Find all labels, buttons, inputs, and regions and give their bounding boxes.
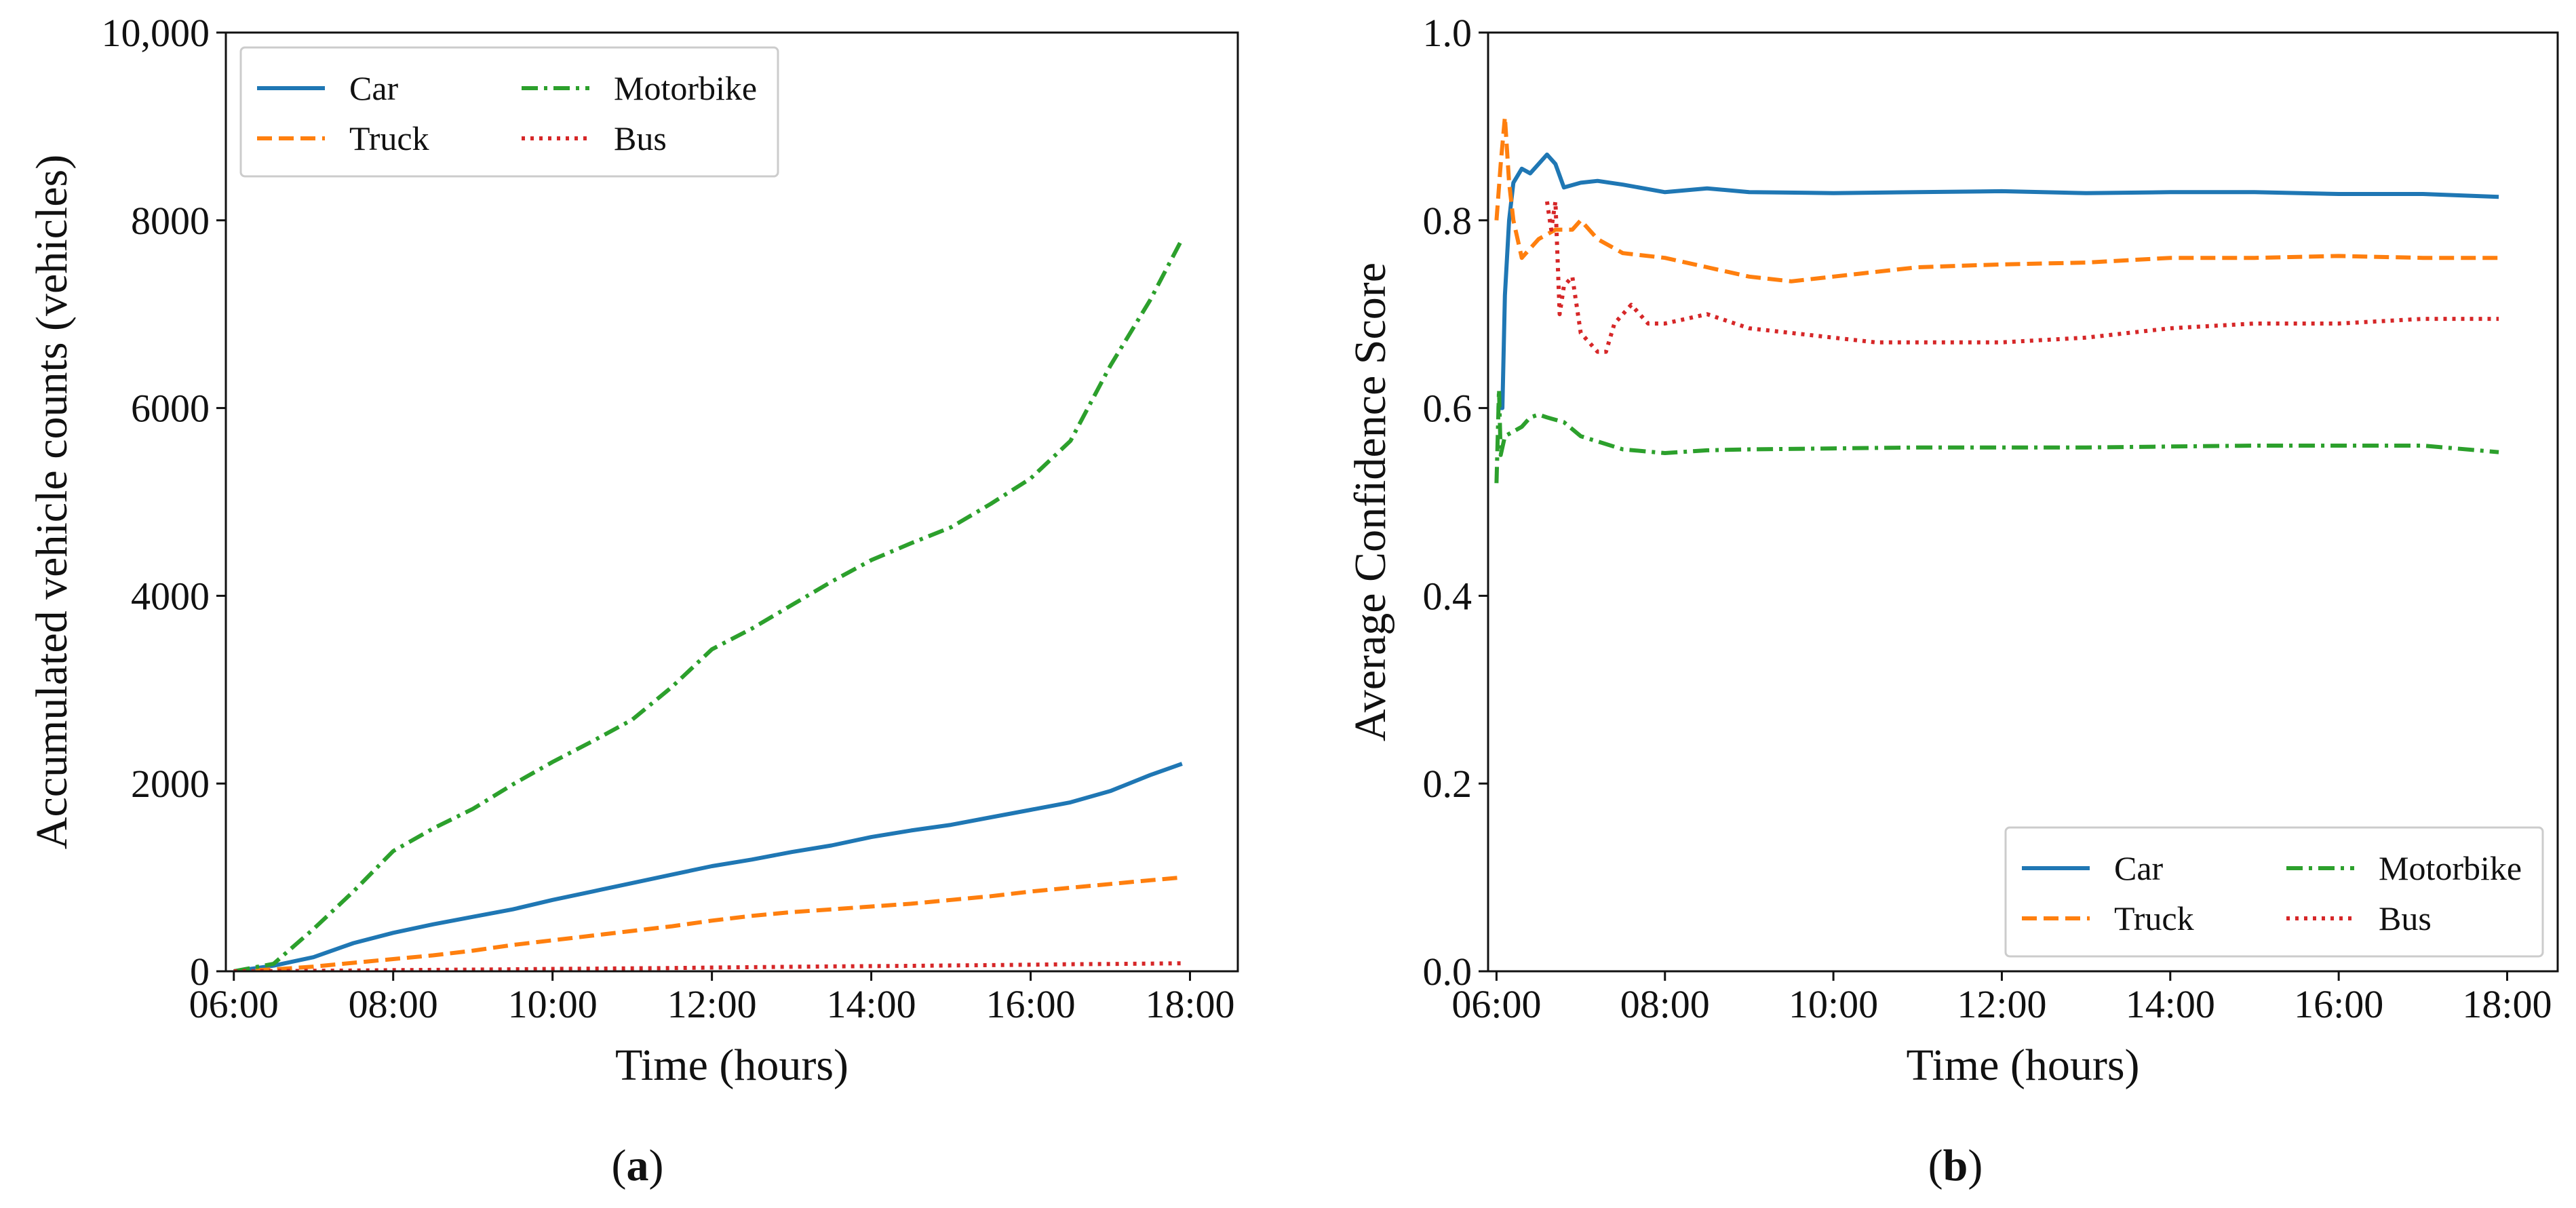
legend-label-motorbike: Motorbike	[2379, 849, 2522, 887]
y-axis-label: Accumulated vehicle counts (vehicles)	[27, 155, 77, 849]
y-tick-label: 0.8	[1423, 199, 1472, 243]
series-line-motorbike	[1494, 387, 2499, 484]
legend: Car Truck Motorbike Bus	[2004, 826, 2544, 958]
y-tick-label: 0.6	[1423, 387, 1472, 431]
chart-panel-a: 06:00 08:00 10:00 12:00 14:00 16:00 18:00 0 2000…	[27, 11, 1239, 1190]
plot-frame	[1487, 31, 2559, 973]
series-group	[233, 238, 1184, 971]
x-tick-label: 06:00	[189, 982, 279, 1026]
series-group	[1494, 115, 2499, 484]
legend-label-truck: Truck	[349, 119, 429, 157]
legend-label-car: Car	[349, 69, 399, 107]
series-line-truck	[1494, 115, 2499, 284]
x-axis-label: Time (hours)	[1906, 1040, 2139, 1090]
y-tick-label: 0.0	[1423, 950, 1472, 994]
x-tick-label: 08:00	[1620, 982, 1710, 1026]
y-tick-label: 4000	[131, 574, 210, 618]
x-tick-label: 18:00	[2462, 982, 2552, 1026]
legend-label-motorbike: Motorbike	[614, 69, 757, 107]
legend-box	[2004, 826, 2544, 958]
y-axis-label: Average Confidence Score	[1346, 262, 1395, 741]
legend-label-bus: Bus	[614, 119, 667, 157]
series-line-car	[233, 762, 1183, 971]
x-axis-label: Time (hours)	[615, 1040, 848, 1090]
series-line-bus	[1544, 199, 2499, 354]
x-tick-label: 06:00	[1451, 982, 1541, 1026]
series-line-car	[1496, 152, 2499, 410]
x-tick-label: 18:00	[1145, 982, 1234, 1026]
legend: Car Truck Motorbike Bus	[239, 46, 779, 178]
y-tick-label: 10,000	[102, 11, 210, 55]
x-tick-label: 08:00	[349, 982, 438, 1026]
y-tick-label: 6000	[131, 387, 210, 431]
chart-panel-b: 06:00 08:00 10:00 12:00 14:00 16:00 18:00 0.0 0.…	[1346, 11, 2559, 1190]
legend-label-bus: Bus	[2379, 899, 2432, 937]
panel-label: (b)	[1928, 1141, 1983, 1190]
legend-box	[239, 46, 779, 178]
plot-frame	[225, 31, 1239, 973]
x-tick-label: 14:00	[827, 982, 916, 1026]
x-tick-label: 16:00	[2294, 982, 2383, 1026]
panel-label: (a)	[612, 1141, 664, 1190]
series-line-truck	[233, 875, 1183, 971]
y-tick-label: 8000	[131, 199, 210, 243]
x-tick-label: 10:00	[1789, 982, 1878, 1026]
y-tick-label: 0	[190, 950, 210, 994]
y-tick-label: 0.4	[1423, 574, 1472, 618]
y-tick-label: 1.0	[1423, 11, 1472, 55]
x-tick-label: 10:00	[508, 982, 598, 1026]
x-tick-label: 14:00	[2126, 982, 2215, 1026]
legend-label-truck: Truck	[2114, 899, 2194, 937]
y-tick-label: 0.2	[1423, 762, 1472, 806]
x-tick-label: 12:00	[1957, 982, 2046, 1026]
x-tick-label: 12:00	[667, 982, 757, 1026]
x-tick-label: 16:00	[985, 982, 1075, 1026]
series-line-motorbike	[233, 238, 1184, 971]
legend-label-car: Car	[2114, 849, 2164, 887]
series-line-bus	[233, 961, 1182, 971]
y-tick-label: 2000	[131, 762, 210, 806]
